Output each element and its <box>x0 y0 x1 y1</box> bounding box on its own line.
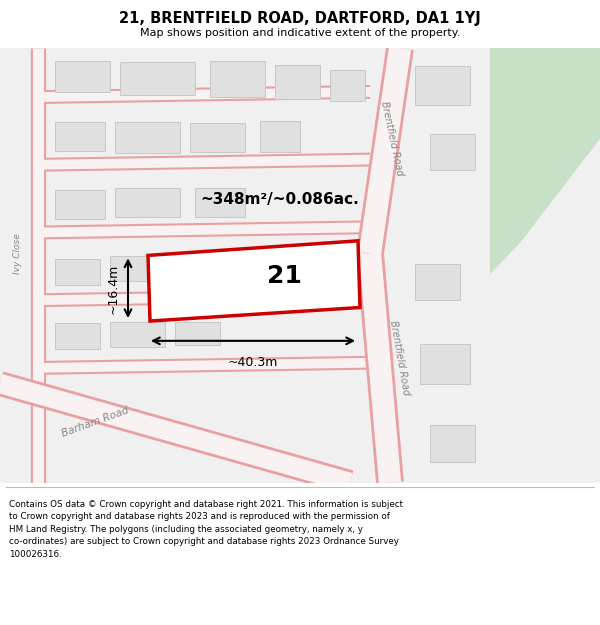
Bar <box>55 323 100 349</box>
Bar <box>420 344 470 384</box>
Text: Contains OS data © Crown copyright and database right 2021. This information is : Contains OS data © Crown copyright and d… <box>9 499 403 559</box>
Text: Ivy Close: Ivy Close <box>14 233 23 274</box>
Bar <box>330 70 365 101</box>
Text: Map shows position and indicative extent of the property.: Map shows position and indicative extent… <box>140 28 460 38</box>
Bar <box>55 122 105 151</box>
Bar <box>55 259 100 284</box>
Bar <box>115 188 180 217</box>
Bar <box>120 62 195 95</box>
Bar <box>430 134 475 170</box>
Bar <box>190 123 245 152</box>
Text: Brentfield Road: Brentfield Road <box>388 319 412 396</box>
Bar <box>415 66 470 106</box>
Bar <box>260 121 300 152</box>
Bar <box>210 61 265 97</box>
Bar <box>175 322 220 345</box>
Bar <box>430 425 475 462</box>
Text: Brentfield Road: Brentfield Road <box>379 101 405 177</box>
Text: 21: 21 <box>266 264 301 288</box>
Bar <box>55 61 110 92</box>
Bar <box>110 322 165 347</box>
Bar <box>275 65 320 99</box>
Bar <box>55 190 105 219</box>
Polygon shape <box>148 241 360 321</box>
Text: ~16.4m: ~16.4m <box>107 264 120 314</box>
Bar <box>110 256 165 281</box>
Polygon shape <box>490 48 600 274</box>
Text: 21, BRENTFIELD ROAD, DARTFORD, DA1 1YJ: 21, BRENTFIELD ROAD, DARTFORD, DA1 1YJ <box>119 11 481 26</box>
Bar <box>115 122 180 153</box>
Bar <box>195 188 245 217</box>
Text: ~40.3m: ~40.3m <box>228 356 278 369</box>
Text: Barham Road: Barham Road <box>60 405 130 439</box>
Text: ~348m²/~0.086ac.: ~348m²/~0.086ac. <box>200 192 359 207</box>
Bar <box>415 264 460 300</box>
